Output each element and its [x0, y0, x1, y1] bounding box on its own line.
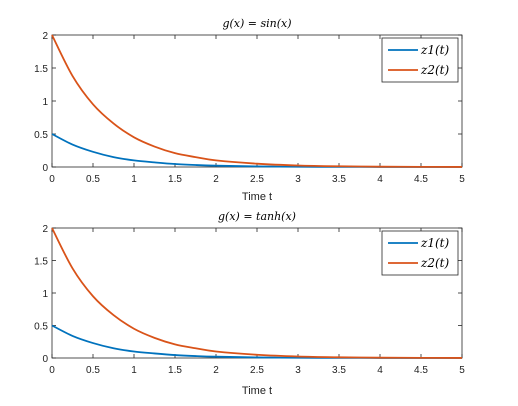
x-tick-label: 0.5 [86, 174, 100, 185]
x-axis-label: Time t [242, 191, 272, 203]
chart-title: g(x) = tanh(x) [218, 210, 296, 223]
x-tick-label: 1 [131, 174, 137, 185]
x-tick-label: 1.5 [168, 365, 182, 376]
x-tick-label: 2 [213, 365, 219, 376]
y-tick-label: 2 [42, 224, 48, 235]
x-tick-label: 0 [49, 174, 55, 185]
x-tick-label: 2.5 [250, 365, 264, 376]
legend-entry-1: z1(t) [420, 43, 449, 57]
x-tick-label: 3.5 [332, 174, 346, 185]
x-tick-label: 4.5 [414, 365, 428, 376]
y-tick-label: 0 [42, 354, 48, 365]
x-tick-label: 1 [131, 365, 137, 376]
x-tick-label: 1.5 [168, 174, 182, 185]
x-tick-label: 3 [295, 174, 301, 185]
x-axis-label: Time t [242, 385, 272, 397]
x-tick-label: 2 [213, 174, 219, 185]
x-tick-label: 4 [377, 174, 383, 185]
y-tick-label: 1 [42, 289, 48, 300]
x-tick-label: 5 [459, 174, 465, 185]
y-tick-label: 0 [42, 163, 48, 174]
legend-entry-2: z2(t) [420, 256, 449, 270]
chart-panel-1: g(x) = sin(x) 0 0.5 1 1.5 2 2.5 3 3.5 4 4.5 5 0 0.5 1 1… [34, 17, 465, 203]
legend-entry-2: z2(t) [420, 63, 449, 77]
y-tick-label: 1.5 [34, 64, 48, 75]
y-tick-label: 0.5 [34, 130, 48, 141]
y-tick-label: 2 [42, 31, 48, 42]
series-line-2 [51, 34, 463, 168]
chart-panel-2: g(x) = tanh(x) 0 0.5 1 1.5 2 2.5 3 3.5 4 4.5 5 0 0.5 1… [34, 210, 465, 397]
x-tick-label: 4.5 [414, 174, 428, 185]
y-tick-label: 1.5 [34, 257, 48, 268]
legend-entry-1: z1(t) [420, 236, 449, 250]
y-tick-label: 1 [42, 97, 48, 108]
x-tick-label: 0 [49, 365, 55, 376]
legend [381, 37, 459, 83]
chart-title: g(x) = sin(x) [222, 17, 291, 30]
legend [381, 230, 459, 276]
x-tick-label: 5 [459, 365, 465, 376]
x-tick-label: 2.5 [250, 174, 264, 185]
x-tick-label: 3 [295, 365, 301, 376]
x-tick-label: 4 [377, 365, 383, 376]
series-line-2 [51, 227, 463, 359]
x-tick-label: 0.5 [86, 365, 100, 376]
x-tick-label: 3.5 [332, 365, 346, 376]
y-tick-label: 0.5 [34, 322, 48, 333]
